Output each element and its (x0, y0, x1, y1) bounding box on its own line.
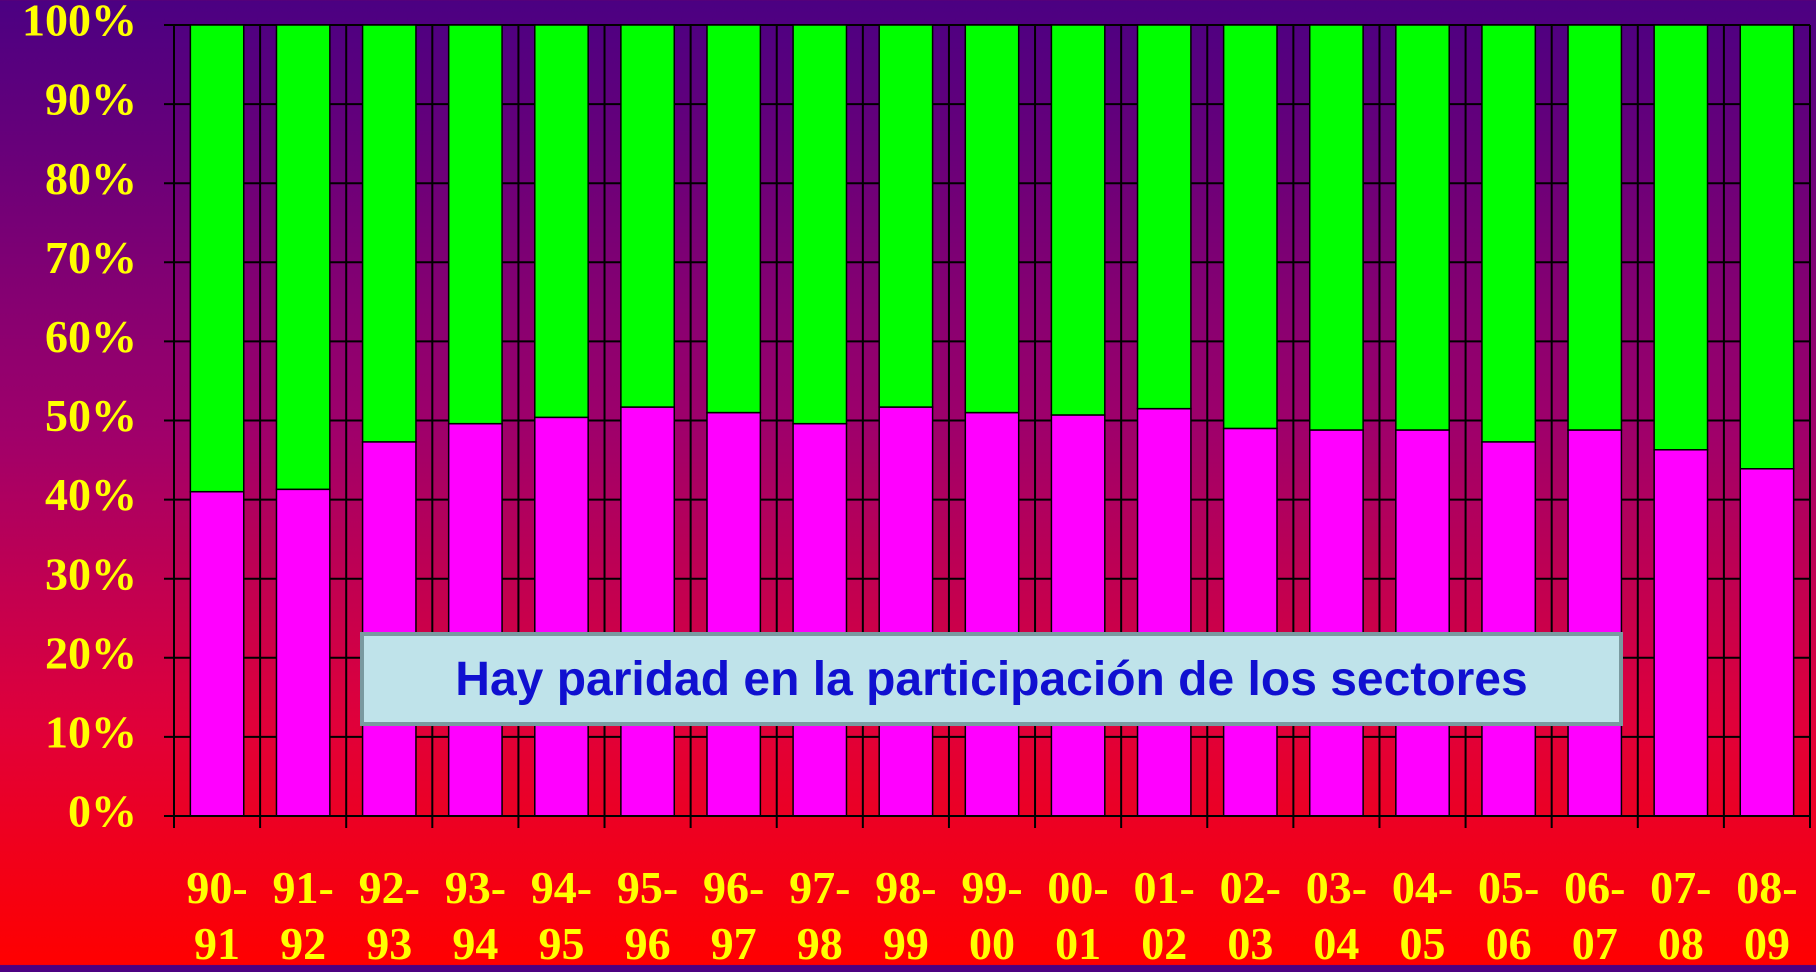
bar-segment (1222, 427, 1278, 817)
x-tick-label: 99-00 (961, 862, 1023, 969)
y-tick-label: 90% (45, 74, 137, 125)
x-tick-label: 91-92 (272, 862, 334, 969)
bar-segment (792, 24, 848, 425)
x-tick-label: 04-05 (1391, 862, 1454, 969)
bar-segment (1395, 429, 1450, 817)
x-tick-label: 01-02 (1133, 862, 1195, 969)
bar-segment (878, 406, 934, 817)
bar-segment (447, 422, 503, 817)
bar-segment (620, 406, 676, 817)
bar-segment (1050, 24, 1106, 416)
bar-segment (1136, 407, 1192, 817)
bar-segment (361, 24, 417, 443)
bar-segment (189, 490, 245, 817)
bar-segment (1567, 429, 1623, 817)
x-tick-label: 94-95 (530, 862, 593, 969)
y-tick-label: 40% (45, 469, 137, 520)
x-tick-label: 90-91 (186, 862, 248, 969)
bar-segment (361, 441, 417, 817)
bar-segment (1222, 24, 1278, 430)
bar-segment (964, 411, 1020, 817)
bar-segment (964, 24, 1020, 414)
y-tick-label: 100% (22, 0, 137, 46)
bar-segment (1653, 24, 1709, 451)
x-tick-label: 96-97 (703, 862, 765, 969)
x-tick-label: 97-98 (789, 862, 851, 969)
bar-segment (447, 24, 503, 425)
y-tick-label: 50% (45, 390, 137, 441)
bar-segment (878, 24, 934, 408)
bar-segment (1567, 24, 1623, 431)
bar-segment (534, 416, 589, 817)
bar-segment (1308, 24, 1364, 431)
bar-segment (1739, 468, 1795, 817)
x-tick-label: 07-08 (1650, 862, 1712, 969)
x-tick-label: 98-99 (875, 862, 937, 969)
x-tick-label: 95-96 (616, 862, 679, 969)
bar-segment (706, 24, 762, 414)
x-tick-label: 93-94 (444, 862, 507, 969)
x-tick-label: 08-09 (1736, 862, 1798, 969)
bar-segment (1481, 24, 1537, 443)
bar-segment (1395, 24, 1450, 431)
bar-segment (275, 488, 331, 817)
y-tick-label: 70% (45, 232, 137, 283)
bar-segment (620, 24, 676, 408)
bar-segment (1739, 24, 1795, 470)
y-tick-label: 80% (45, 153, 137, 204)
bar-segment (1050, 414, 1106, 817)
y-tick-label: 10% (45, 706, 137, 757)
y-tick-label: 0% (68, 786, 137, 837)
x-tick-label: 02-03 (1219, 862, 1281, 969)
y-tick-label: 20% (45, 627, 137, 678)
y-tick-label: 30% (45, 548, 137, 599)
bar-segment (1136, 24, 1192, 410)
bar-segment (792, 422, 848, 817)
bar-segment (1308, 429, 1364, 817)
x-tick-label: 06-07 (1564, 862, 1626, 969)
x-tick-label: 00-01 (1047, 862, 1109, 969)
bar-segment (534, 24, 589, 419)
bar-segment (706, 411, 762, 817)
bar-segment (275, 24, 331, 491)
x-tick-label: 92-93 (358, 862, 420, 969)
bar-segment (1653, 449, 1709, 817)
x-tick-label: 03-04 (1305, 862, 1368, 969)
annotation: Hay paridad en la participación de los s… (360, 632, 1623, 726)
x-tick-label: 05-06 (1477, 862, 1540, 969)
bar-segment (1481, 441, 1537, 817)
y-tick-label: 60% (45, 311, 137, 362)
bar-segment (189, 24, 245, 493)
